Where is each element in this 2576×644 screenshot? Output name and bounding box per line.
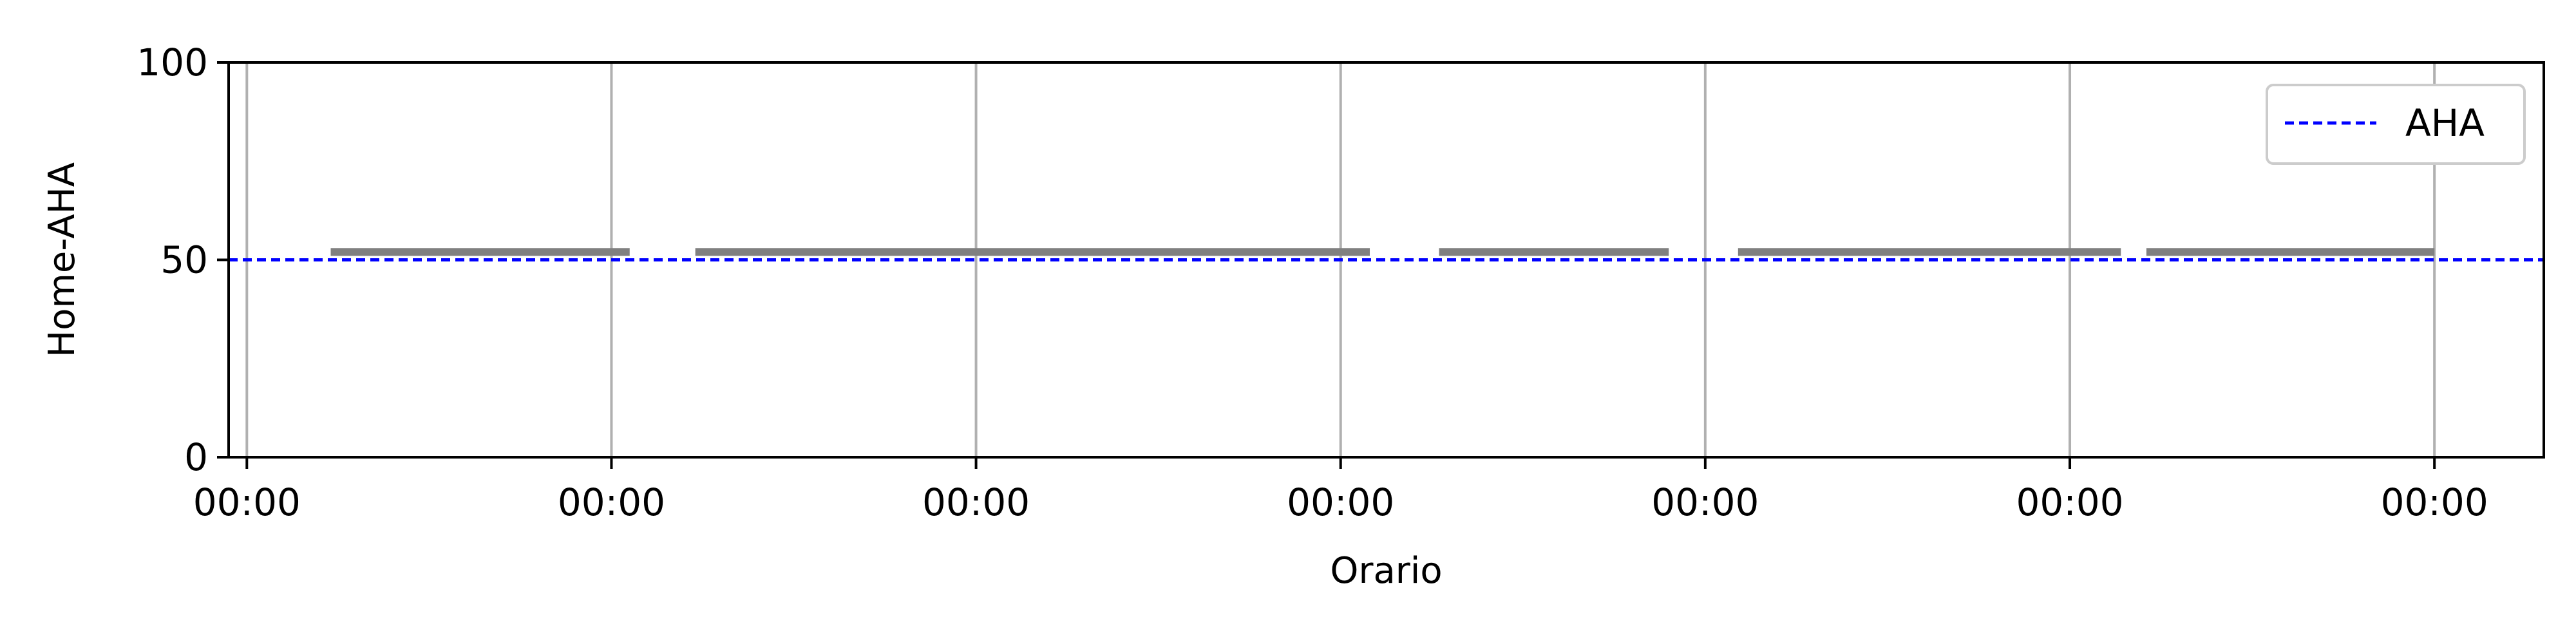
y-axis-label: Home-AHA — [41, 162, 83, 357]
y-tick-label-0: 0 — [184, 435, 208, 479]
plot-area: 00:00 00:00 00:00 00:00 00:00 00:00 00:0005010… — [137, 41, 2545, 524]
x-tick-label-6: 00:00 — [2381, 480, 2488, 524]
x-tick-label-4: 00:00 — [1651, 480, 1759, 524]
x-tick-label-2: 00:00 — [922, 480, 1030, 524]
y-axis-label-group: Home-AHA — [41, 162, 83, 357]
legend: AHA — [2266, 84, 2526, 165]
y-tick-label-2: 100 — [137, 41, 208, 84]
x-axis-label: Orario — [1330, 550, 1442, 592]
x-tick-label-1: 00:00 — [558, 480, 665, 524]
legend-box — [2266, 84, 2526, 165]
y-tick-label-1: 50 — [160, 238, 208, 282]
x-tick-label-0: 00:00 — [193, 480, 301, 524]
x-tick-label-3: 00:00 — [1287, 480, 1394, 524]
x-tick-label-5: 00:00 — [2016, 480, 2123, 524]
legend-label-aha: AHA — [2405, 101, 2485, 145]
